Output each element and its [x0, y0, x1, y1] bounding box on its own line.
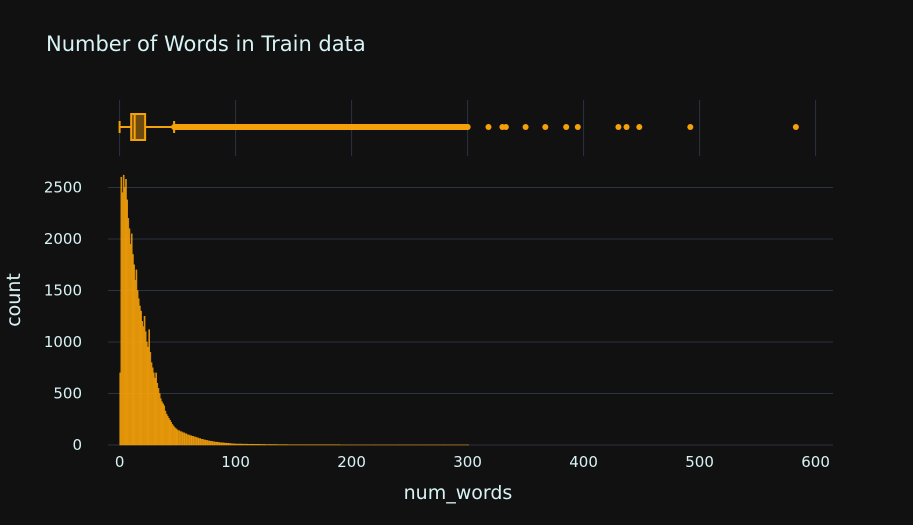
x-axis-ticks: 0 100 200 300 400 500 600 — [115, 453, 830, 471]
x-tick-label: 600 — [801, 453, 830, 471]
x-axis-label: num_words — [404, 482, 513, 504]
histogram-bar — [233, 443, 236, 446]
x-tick-label: 100 — [221, 453, 250, 471]
histogram-bar — [214, 441, 218, 446]
x-tick-label: 200 — [337, 453, 366, 471]
x-tick-label: 300 — [453, 453, 482, 471]
histogram-bar — [177, 430, 181, 446]
y-tick-label: 1500 — [44, 281, 82, 299]
histogram-bar — [198, 438, 201, 446]
histogram-bar — [184, 433, 188, 446]
histogram-bar — [246, 443, 254, 446]
histogram-bar — [252, 444, 259, 446]
y-tick-label: 2500 — [44, 178, 82, 196]
box-iqr — [130, 113, 147, 141]
histogram-bar — [223, 442, 227, 446]
histogram-bar — [202, 439, 206, 446]
histogram-bar — [226, 443, 229, 446]
histogram-bar — [193, 436, 197, 446]
box-outlier-point — [687, 124, 694, 130]
histogram-bar — [221, 442, 225, 446]
histogram-bar — [191, 436, 195, 446]
x-tick-label: 500 — [685, 453, 714, 471]
box-outlier-point — [792, 124, 799, 130]
histogram-bar — [228, 443, 232, 446]
y-tick-label: 2000 — [44, 230, 82, 248]
histogram-bar — [195, 437, 199, 446]
y-axis-label: count — [3, 273, 25, 327]
histogram-bar — [216, 442, 220, 446]
x-tick-label: 400 — [569, 453, 598, 471]
histogram-bar — [270, 444, 277, 446]
box-outlier-point — [574, 124, 581, 130]
histogram-bar — [235, 443, 242, 446]
y-tick-label: 1000 — [44, 333, 82, 351]
box-outlier-point — [542, 124, 549, 130]
histogram-bar — [186, 434, 190, 446]
histogram-bar — [241, 443, 248, 446]
y-axis-ticks: 0 500 1000 1500 2000 2500 — [44, 178, 82, 454]
histogram-bars — [119, 174, 469, 446]
box-outlier-point — [502, 124, 509, 130]
histogram-bar — [212, 441, 215, 446]
histogram-bar — [182, 432, 185, 446]
histogram-bar — [209, 441, 213, 446]
box-outlier-point — [623, 124, 630, 130]
y-tick-label: 500 — [53, 384, 82, 402]
histogram-bar — [207, 440, 211, 446]
histogram-bar — [179, 431, 183, 446]
box-outlier-point — [485, 124, 492, 130]
histogram-bar — [200, 439, 204, 446]
grid-lines — [108, 100, 833, 446]
box-outlier-point — [522, 124, 529, 130]
box-outlier-point — [563, 124, 570, 130]
histogram-bar — [219, 442, 222, 446]
histogram-bar — [230, 443, 234, 446]
y-tick-label: 0 — [72, 436, 82, 454]
histogram-bar — [258, 444, 265, 446]
x-tick-label: 0 — [115, 453, 125, 471]
histogram-bar — [188, 435, 192, 446]
box-outlier-point — [636, 124, 643, 130]
box-outlier-point — [615, 124, 622, 130]
histogram-bar — [205, 440, 208, 446]
box-plot — [118, 113, 799, 141]
chart-title: Number of Words in Train data — [46, 32, 366, 56]
histogram-bar — [264, 444, 271, 446]
